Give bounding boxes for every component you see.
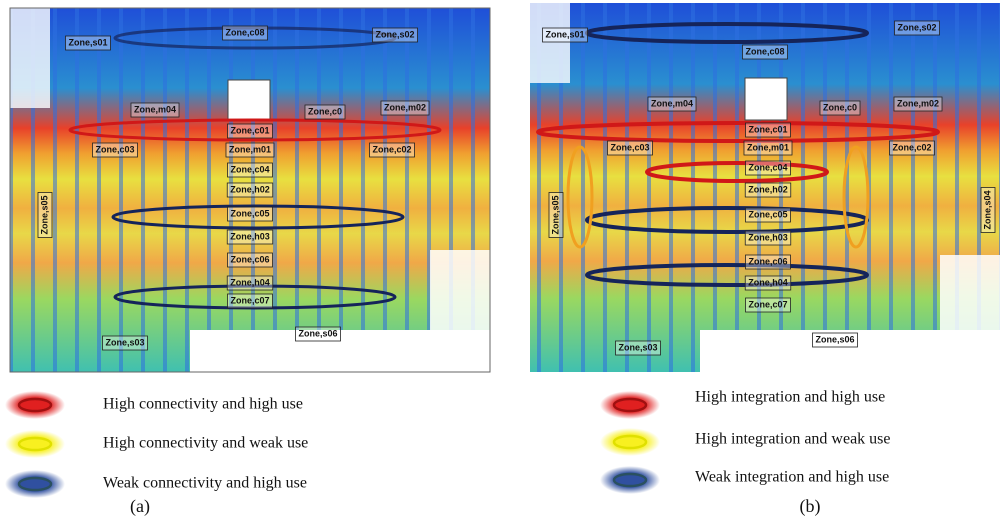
legend-text: High integration and weak use (695, 431, 891, 448)
legend-text: Weak integration and high use (695, 469, 889, 486)
zone-text: Zone,h04 (748, 277, 788, 287)
zone-text: Zone,c03 (95, 144, 134, 154)
zone-label: Zone,c04 (745, 161, 790, 175)
zone-text: Zone,c03 (610, 142, 649, 152)
legend-text: High integration and high use (695, 389, 885, 406)
legend-text: High connectivity and high use (103, 396, 303, 413)
zone-text: Zone,c0 (308, 106, 342, 116)
zone-text: Zone,c06 (748, 256, 787, 266)
zone-label: Zone,c01 (227, 124, 272, 138)
zone-label: Zone,s01 (542, 28, 587, 42)
zone-label: Zone,s02 (894, 21, 939, 35)
zone-text: Zone,c05 (230, 208, 269, 218)
zone-label: Zone,s02 (372, 28, 417, 42)
caption: (b) (800, 496, 821, 517)
zone-label: Zone,c06 (745, 255, 790, 269)
zone-label: Zone,c04 (227, 163, 272, 177)
zone-text: Zone,s05 (39, 195, 49, 234)
zone-text: Zone,s06 (815, 334, 854, 344)
zone-text: Zone,s02 (897, 22, 936, 32)
zone-label: Zone,c03 (607, 141, 652, 155)
zone-text: Zone,s03 (618, 342, 657, 352)
zone-label: Zone,m04 (648, 97, 696, 111)
zone-label: Zone,c05 (227, 207, 272, 221)
zone-label: Zone,c07 (227, 294, 272, 308)
zone-text: Zone,m01 (229, 144, 271, 154)
zone-text: Zone,m04 (651, 98, 693, 108)
zone-label: Zone,s03 (102, 336, 147, 350)
zone-text: Zone,c04 (230, 164, 269, 174)
zone-label: Zone,h03 (745, 231, 791, 245)
zone-text: Zone,c02 (892, 142, 931, 152)
caption: (a) (130, 496, 150, 517)
zone-text: Zone,h02 (230, 184, 270, 194)
zone-text: Zone,c07 (230, 295, 269, 305)
zone-text: Zone,c08 (745, 46, 784, 56)
zone-label: Zone,h03 (227, 230, 273, 244)
zone-label: Zone,h02 (745, 183, 791, 197)
zone-text: Zone,h02 (748, 184, 788, 194)
figure: Zone,s01 Zone,c08 Zone,s02 Zone,m04 Zone,c0 Z… (0, 0, 1000, 520)
zone-label: Zone,h04 (227, 276, 273, 290)
zone-text: Zone,s02 (375, 29, 414, 39)
zone-label: Zone,c02 (889, 141, 934, 155)
zone-label: Zone,s04 (981, 187, 995, 232)
zone-text: Zone,c06 (230, 254, 269, 264)
zone-label: Zone,c07 (745, 298, 790, 312)
zone-label: Zone,c0 (820, 101, 860, 115)
zone-text: Zone,c08 (225, 27, 264, 37)
zone-label: Zone,c05 (745, 208, 790, 222)
zone-text: Zone,s06 (298, 328, 337, 338)
zone-label: Zone,c08 (222, 26, 267, 40)
zone-text: Zone,c05 (748, 209, 787, 219)
zone-text: Zone,c04 (748, 162, 787, 172)
zone-label: Zone,m01 (226, 143, 274, 157)
zone-text: Zone,h03 (748, 232, 788, 242)
zone-text: Zone,s05 (550, 195, 560, 234)
zone-text: Zone,s01 (68, 37, 107, 47)
zone-text: Zone,s01 (545, 29, 584, 39)
zone-label: Zone,m04 (131, 103, 179, 117)
zone-text: Zone,c07 (748, 299, 787, 309)
zone-text: Zone,m02 (897, 98, 939, 108)
legend-text: Weak connectivity and high use (103, 475, 307, 492)
zone-label: Zone,m02 (894, 97, 942, 111)
zone-label: Zone,s06 (295, 327, 340, 341)
zone-text: Zone,c02 (372, 144, 411, 154)
zone-label: Zone,c06 (227, 253, 272, 267)
zone-label: Zone,m02 (381, 101, 429, 115)
zone-label: Zone,m01 (744, 141, 792, 155)
zone-label: Zone,s01 (65, 36, 110, 50)
zone-label: Zone,c03 (92, 143, 137, 157)
zone-label: Zone,s05 (549, 192, 563, 237)
zone-text: Zone,m04 (134, 104, 176, 114)
zone-text: Zone,c01 (230, 125, 269, 135)
zone-text: Zone,s03 (105, 337, 144, 347)
zone-label: Zone,s06 (812, 333, 857, 347)
legend-text: High connectivity and weak use (103, 435, 308, 452)
zone-text: Zone,c0 (823, 102, 857, 112)
zone-text: Zone,m02 (384, 102, 426, 112)
zone-text: Zone,c01 (748, 124, 787, 134)
zone-text: Zone,s04 (982, 190, 992, 229)
zone-label: Zone,c08 (742, 45, 787, 59)
zone-label: Zone,h04 (745, 276, 791, 290)
zone-text: Zone,m01 (747, 142, 789, 152)
zone-label: Zone,c0 (305, 105, 345, 119)
zone-label: Zone,c01 (745, 123, 790, 137)
zone-label: Zone,c02 (369, 143, 414, 157)
zone-label: Zone,s03 (615, 341, 660, 355)
zone-label: Zone,h02 (227, 183, 273, 197)
zone-label: Zone,s05 (38, 192, 52, 237)
zone-text: Zone,h04 (230, 277, 270, 287)
zone-text: Zone,h03 (230, 231, 270, 241)
